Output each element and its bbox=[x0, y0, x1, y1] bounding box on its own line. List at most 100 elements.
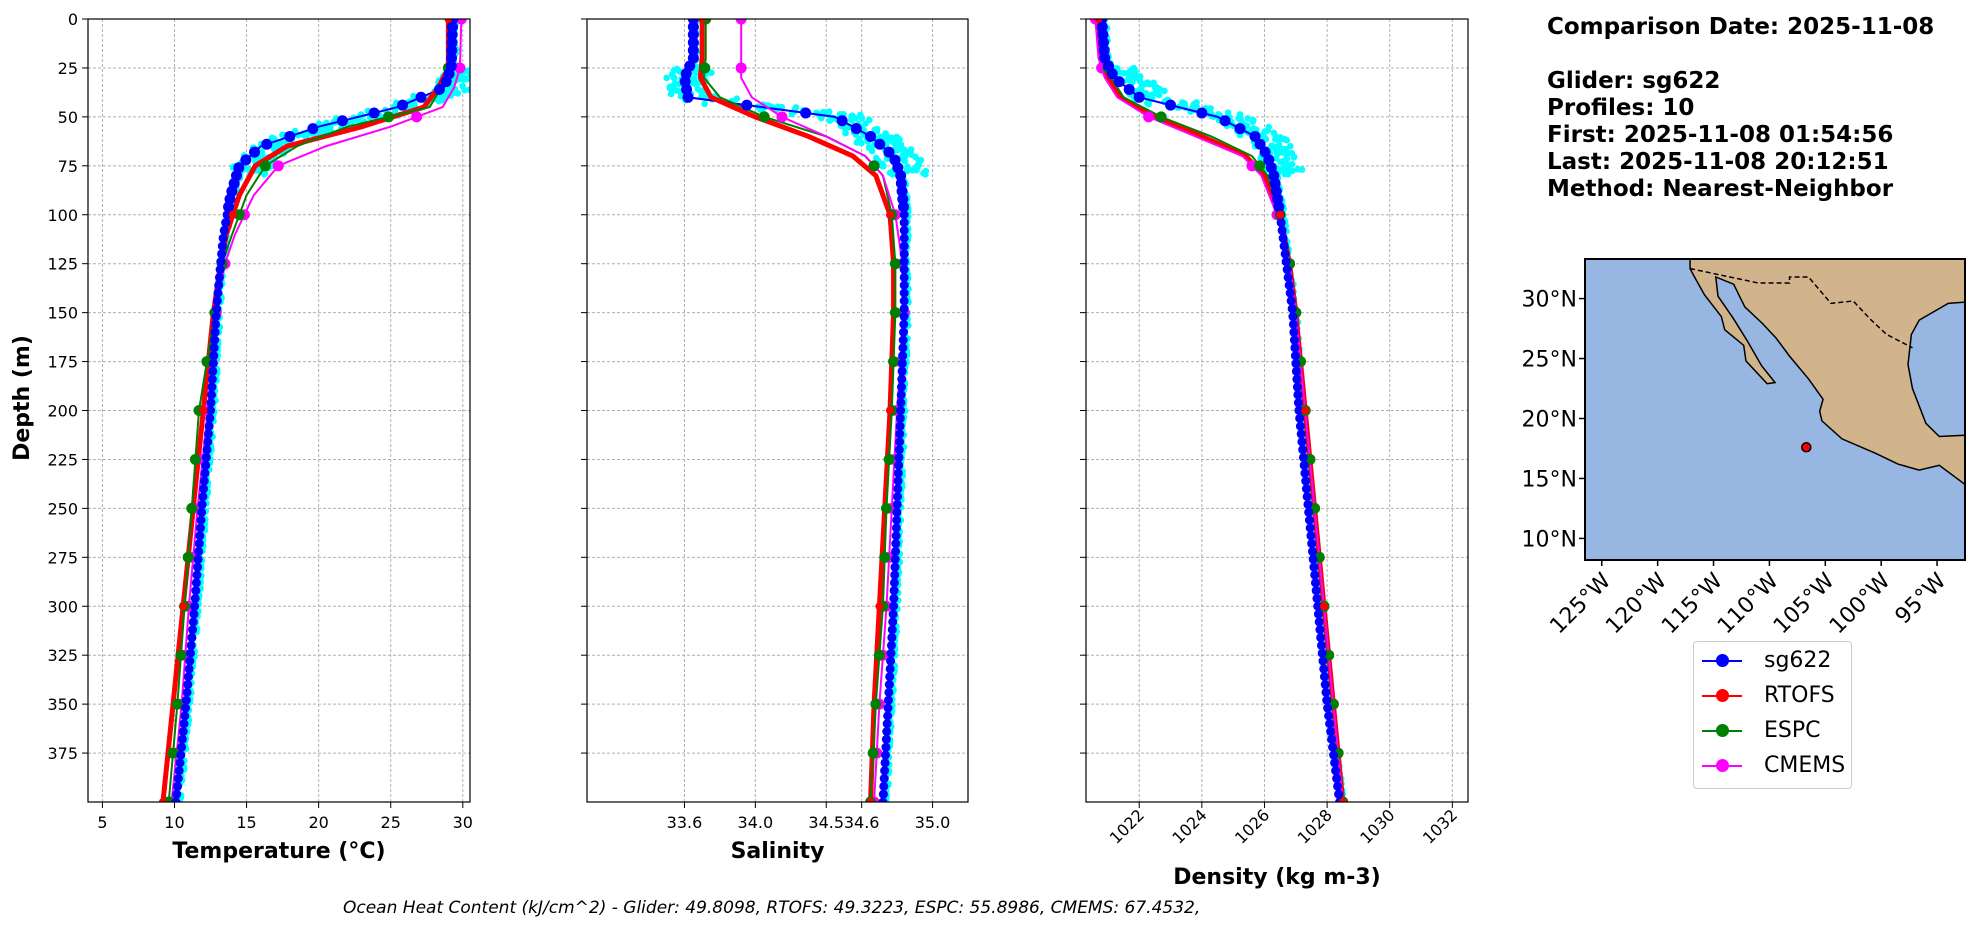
series-point-sg622 bbox=[1290, 351, 1300, 361]
series-point-sg622 bbox=[191, 578, 201, 588]
series-point-sg622 bbox=[221, 218, 231, 228]
series-point-sg622 bbox=[889, 593, 899, 603]
series-point-sg622 bbox=[1317, 648, 1327, 658]
series-point-rtofs bbox=[875, 602, 884, 611]
series-point-sg622 bbox=[212, 304, 222, 314]
y-tick-label: 100 bbox=[47, 206, 78, 225]
series-point-sg622 bbox=[889, 601, 899, 611]
series-point-sg622 bbox=[891, 531, 901, 541]
raw-profile-point bbox=[1283, 145, 1290, 153]
location-map: 30°N 25°N 20°N 15°N 10°N 125°W120°W115°W110°W… bbox=[1522, 258, 1966, 639]
series-point-sg622 bbox=[177, 734, 187, 744]
series-point-sg622 bbox=[182, 687, 192, 697]
temperature-axis-label: Temperature (°C) bbox=[172, 839, 385, 864]
y-tick-label: 175 bbox=[47, 353, 78, 372]
series-point-sg622 bbox=[1254, 138, 1266, 150]
x-tick-label: 33.6 bbox=[667, 813, 703, 832]
series-point-sg622 bbox=[201, 452, 211, 462]
series-point-sg622 bbox=[214, 272, 224, 282]
map-border bbox=[1689, 267, 1913, 349]
series-point-sg622 bbox=[687, 44, 699, 56]
salinity-axis-label: Salinity bbox=[731, 839, 825, 864]
series-point-sg622 bbox=[1286, 296, 1296, 306]
series-point-sg622 bbox=[184, 664, 194, 674]
series-point-sg622 bbox=[217, 241, 227, 251]
series-point-sg622 bbox=[1329, 750, 1339, 760]
y-tick-label: 50 bbox=[58, 108, 78, 127]
raw-profile-point bbox=[454, 90, 462, 97]
plot-area bbox=[158, 19, 470, 802]
series-point-sg622 bbox=[888, 609, 898, 619]
series-point-sg622 bbox=[882, 727, 892, 737]
series-point-sg622 bbox=[881, 734, 891, 744]
series-point-sg622 bbox=[1304, 507, 1314, 517]
series-point-sg622 bbox=[883, 703, 893, 713]
raw-profile-point bbox=[1264, 126, 1272, 134]
series-point-sg622 bbox=[1292, 382, 1302, 392]
series-point-espc bbox=[175, 649, 187, 661]
series-point-sg622 bbox=[1273, 201, 1285, 213]
series-point-sg622 bbox=[198, 492, 208, 502]
y-tick-label: 375 bbox=[47, 744, 78, 763]
series-point-cmems bbox=[454, 62, 466, 74]
series-point-sg622 bbox=[1280, 249, 1290, 259]
series-point-sg622 bbox=[1307, 546, 1317, 556]
series-point-sg622 bbox=[440, 76, 452, 88]
series-point-cmems bbox=[411, 111, 423, 123]
series-point-sg622 bbox=[1326, 727, 1336, 737]
series-point-sg622 bbox=[171, 797, 181, 802]
series-point-sg622 bbox=[216, 257, 226, 267]
raw-profile-point bbox=[410, 92, 417, 100]
series-point-espc bbox=[879, 551, 891, 563]
series-point-sg622 bbox=[1319, 664, 1329, 674]
x-tick-label: 10 bbox=[164, 813, 184, 832]
map-lat-label: 10°N bbox=[1522, 527, 1577, 552]
series-point-sg622 bbox=[897, 359, 907, 369]
series-point-sg622 bbox=[1316, 640, 1326, 650]
series-point-sg622 bbox=[896, 390, 906, 400]
series-point-sg622 bbox=[211, 319, 221, 329]
series-point-sg622 bbox=[223, 201, 235, 213]
series-point-espc bbox=[870, 698, 882, 710]
series-point-sg622 bbox=[888, 617, 898, 627]
x-tick-label: 20 bbox=[308, 813, 328, 832]
map-lon-label: 115°W bbox=[1657, 568, 1728, 639]
x-tick-label: 35.0 bbox=[915, 813, 951, 832]
panel-temperature: 0 25 50 75 100 125 150 175 200 225 250 275 300 325 350… bbox=[47, 10, 473, 864]
series-point-sg622 bbox=[1097, 29, 1109, 41]
series-point-sg622 bbox=[1284, 280, 1294, 290]
raw-profile-point bbox=[920, 169, 927, 177]
x-tick-label: 30 bbox=[453, 813, 473, 832]
series-point-sg622 bbox=[206, 398, 216, 408]
series-point-espc bbox=[889, 258, 901, 270]
raw-profile-point bbox=[1284, 170, 1292, 178]
series-point-sg622 bbox=[898, 327, 908, 337]
series-point-sg622 bbox=[1310, 578, 1320, 588]
series-point-sg622 bbox=[897, 366, 907, 376]
map-lat-label: 20°N bbox=[1522, 407, 1577, 432]
series-point-sg622 bbox=[240, 154, 252, 166]
series-point-rtofs bbox=[1319, 602, 1328, 611]
raw-profile-point bbox=[1271, 136, 1279, 143]
x-tick-label: 34.5 bbox=[808, 813, 844, 832]
plot-area bbox=[1089, 19, 1349, 802]
series-point-sg622 bbox=[1299, 460, 1309, 470]
series-point-sg622 bbox=[204, 421, 214, 431]
legend-item-sg622: sg622 bbox=[1694, 644, 1851, 678]
series-point-sg622 bbox=[1300, 468, 1310, 478]
profile-count: Profiles: 10 bbox=[1547, 95, 1695, 121]
series-point-espc bbox=[182, 551, 194, 563]
series-point-sg622 bbox=[891, 546, 901, 556]
x-tick-label: 1032 bbox=[1419, 805, 1461, 847]
series-point-espc bbox=[873, 649, 885, 661]
series-point-sg622 bbox=[175, 758, 185, 768]
series-point-espc bbox=[383, 111, 395, 123]
series-point-sg622 bbox=[186, 640, 196, 650]
legend: sg622 RTOFS ESPC CMEMS bbox=[1693, 641, 1852, 789]
y-tick-label: 125 bbox=[47, 255, 78, 274]
map-lat-label: 15°N bbox=[1522, 467, 1577, 492]
series-point-sg622 bbox=[1293, 398, 1303, 408]
series-point-sg622 bbox=[884, 687, 894, 697]
series-point-sg622 bbox=[1283, 272, 1293, 282]
series-point-sg622 bbox=[1292, 374, 1302, 384]
